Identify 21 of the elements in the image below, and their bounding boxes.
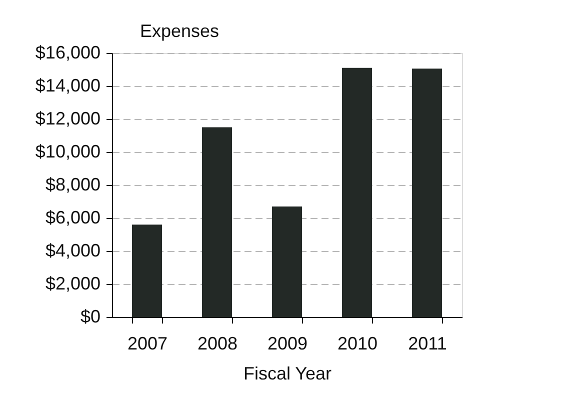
y-tick-label: $12,000 [35,108,100,128]
x-tick-label: 2011 [408,334,447,354]
bar [272,206,302,317]
bar [412,68,442,317]
bar [132,224,162,317]
y-tick-label: $6,000 [45,208,100,228]
y-tick-label: $8,000 [45,174,100,194]
x-tick-label: 2008 [197,334,238,354]
y-tick-label: $16,000 [35,42,100,62]
x-tick-label: 2007 [127,334,168,354]
bar [342,68,372,317]
bar [202,127,232,317]
chart-title: Expenses [140,21,220,41]
y-tick-label: $10,000 [35,142,100,162]
x-axis-title: Fiscal Year [243,364,332,384]
x-tick-label: 2009 [267,334,308,354]
y-tick-label: $4,000 [45,240,100,260]
x-tick-label: 2010 [337,334,378,354]
y-tick-label: $0 [80,306,100,326]
y-tick-label: $14,000 [35,76,100,96]
y-tick-label: $2,000 [45,274,100,294]
